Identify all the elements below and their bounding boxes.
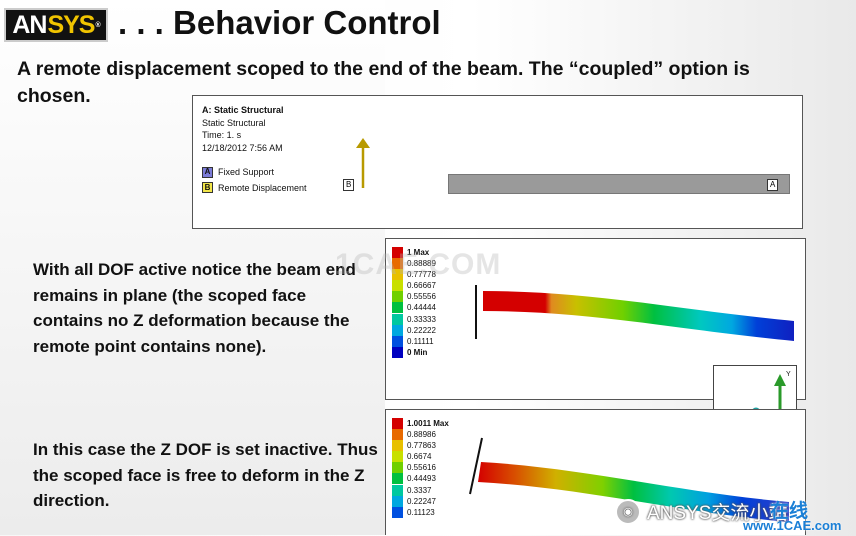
scale-label: 0.55616 [407, 463, 436, 473]
legend-fixed-support: A Fixed Support [202, 166, 307, 179]
legend-label: Fixed Support [218, 167, 275, 177]
analysis-type: Static Structural [202, 117, 266, 128]
scale-label: 0.44444 [407, 303, 436, 313]
slide-background-shade [0, 0, 385, 535]
footer-watermark-text: ANSYS交流小站 [647, 503, 788, 524]
scale-label: 0.11111 [407, 336, 434, 346]
tag-b: B [343, 179, 355, 191]
scale-label: 0.77863 [407, 441, 436, 451]
tag-a: A [767, 179, 779, 191]
faint-watermark: 1CAE.COM [335, 248, 502, 281]
analysis-time: Time: 1. s [202, 130, 242, 140]
scale-label: 0.44493 [407, 474, 436, 484]
scale-label: 0.88986 [407, 430, 436, 440]
slide-subtitle: A remote displacement scoped to the end … [17, 58, 750, 107]
scale-label: 0.22247 [407, 496, 436, 506]
wechat-icon: ◉ [615, 498, 641, 525]
legend-label: Remote Displacement [218, 182, 307, 193]
scale-label: 0.55556 [407, 292, 436, 302]
ansys-logo: AN SYS ® [4, 8, 108, 42]
axis-y-label: Y [786, 371, 791, 378]
text-z-dof-inactive: In this case the Z DOF is set inactive. … [33, 440, 378, 510]
scale-label: 0.33333 [407, 314, 436, 324]
remote-point-arrow-icon [356, 138, 370, 188]
scale-label: 0.66667 [407, 281, 436, 291]
site-watermark-url: www.1CAE.com [743, 518, 842, 533]
legend-marker-b: B [202, 182, 213, 194]
scale-label: 0.22222 [407, 325, 436, 335]
scale-label: 0.11123 [407, 507, 435, 517]
legend-marker-a: A [202, 166, 213, 178]
scale-label: 0.77778 [407, 270, 436, 280]
analysis-panel: A: Static Structural Static Structural T… [192, 95, 803, 229]
analysis-info: A: Static Structural Static Structural T… [202, 104, 307, 194]
analysis-date: 12/18/2012 7:56 AM [202, 142, 283, 153]
footer-watermark: ◉ ANSYS交流小站 [615, 498, 787, 525]
contour-scale: 1.0011 Max 0.88986 0.77863 0.6674 0.5561… [392, 418, 449, 518]
text-all-dof-active: With all DOF active notice the beam end … [33, 260, 356, 356]
analysis-title: A: Static Structural [202, 105, 284, 115]
beam-geometry [448, 174, 790, 194]
site-watermark-cn: 在线 [770, 501, 809, 522]
deformed-beam-z-inactive [469, 437, 789, 522]
slide-title: . . . Behavior Control [118, 4, 441, 41]
scale-label: 0 Min [407, 347, 428, 357]
deformation-panel-z-inactive: 1.0011 Max 0.88986 0.77863 0.6674 0.5561… [385, 409, 806, 535]
scale-label: 0.3337 [407, 485, 432, 495]
scale-label: 0.88889 [407, 259, 436, 269]
scale-label: 0.6674 [407, 452, 432, 462]
scale-label: 1 Max [407, 248, 430, 257]
scale-label: 1.0011 Max [407, 419, 449, 428]
contour-scale: 1 Max 0.88889 0.77778 0.66667 0.55556 0.… [392, 247, 436, 358]
legend-remote-displacement: B Remote Displacement [202, 182, 307, 195]
deformed-beam-all-dof [475, 285, 794, 341]
